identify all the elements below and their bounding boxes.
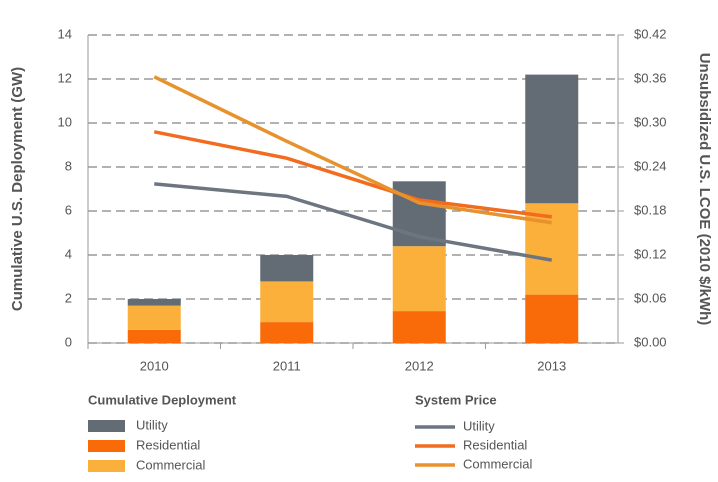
legend-swatch: [88, 420, 125, 432]
bar-segment: [127, 299, 181, 306]
y-tick-label: 4: [65, 246, 72, 261]
y2-tick-label: $0.06: [634, 290, 667, 305]
y-tick-label: 10: [58, 114, 72, 129]
y2-tick-label: $0.36: [634, 70, 667, 85]
y-tick-label: 14: [58, 26, 72, 41]
y2-tick-label: $0.18: [634, 202, 667, 217]
y-tick-label: 2: [65, 290, 72, 305]
legend-label: Residential: [136, 437, 200, 452]
bar-segment: [260, 255, 314, 282]
price-line: [153, 130, 552, 219]
legend-swatch: [88, 460, 125, 472]
y2-tick-label: $0.30: [634, 114, 667, 129]
legend-title: System Price: [415, 392, 497, 407]
bar-segment: [392, 246, 446, 312]
y-tick-label: 0: [65, 334, 72, 349]
bar-segment: [525, 294, 579, 343]
y2-tick-label: $0.12: [634, 246, 667, 261]
legend-label: Utility: [463, 418, 495, 433]
y-tick-label: 8: [65, 158, 72, 173]
y2-tick-label: $0.00: [634, 334, 667, 349]
x-tick-label: 2011: [273, 358, 301, 373]
legend-label: Residential: [463, 437, 527, 452]
bar-segment: [392, 311, 446, 343]
bar-segment: [260, 281, 314, 323]
y2-tick-label: $0.24: [634, 158, 667, 173]
legend-title: Cumulative Deployment: [88, 392, 237, 407]
legend-label: Commercial: [463, 456, 532, 471]
bar-segment: [127, 329, 181, 343]
y-tick-label: 6: [65, 202, 72, 217]
x-tick-label: 2012: [405, 358, 434, 373]
bar-segment: [525, 74, 579, 204]
price-line: [154, 182, 553, 262]
y2-axis-title: Unsubsidized U.S. LCOE (2010 $/kWh): [696, 53, 713, 326]
x-tick-label: 2013: [537, 358, 566, 373]
y-axis-title: Cumulative U.S. Deployment (GW): [9, 67, 26, 311]
x-tick-label: 2010: [140, 358, 169, 373]
y2-tick-label: $0.42: [634, 26, 667, 41]
y-tick-label: 12: [58, 70, 72, 85]
legend-label: Commercial: [136, 457, 205, 472]
price-line: [153, 75, 553, 225]
bar-segment: [260, 322, 314, 343]
bar-segment: [525, 203, 579, 295]
legend-label: Utility: [136, 417, 168, 432]
legend-swatch: [88, 440, 125, 452]
bar-segment: [127, 305, 181, 330]
